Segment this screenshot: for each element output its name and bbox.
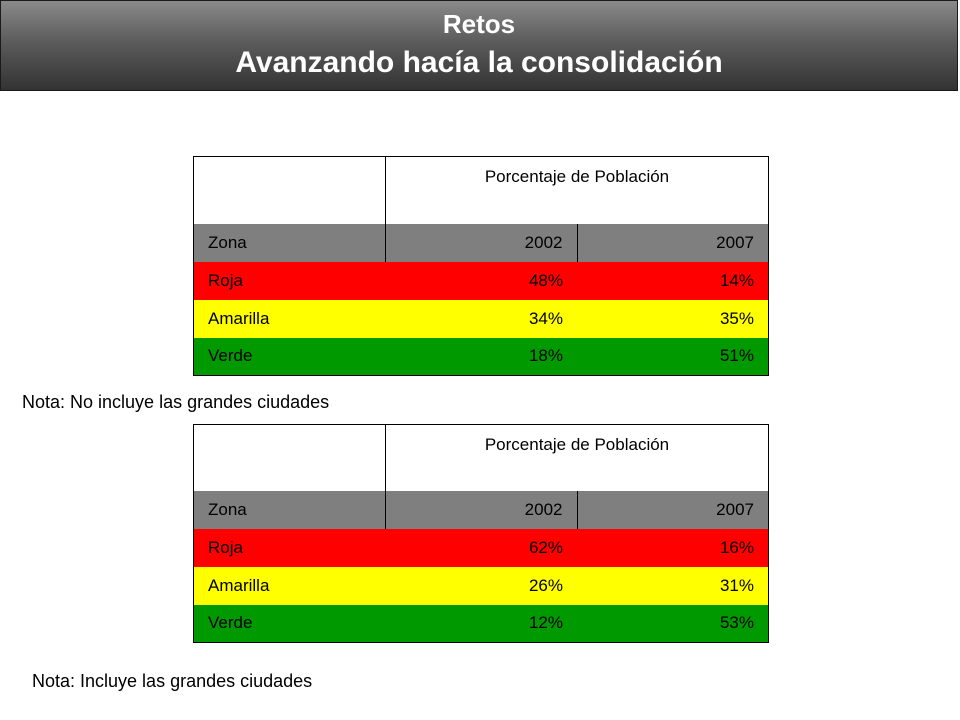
table-row-amarilla: Amarilla 34% 35% <box>193 299 769 338</box>
value-2007-cell: 53% <box>577 604 769 643</box>
population-table-including-cities: Porcentaje de Población Zona 2002 2007 R… <box>193 424 769 643</box>
value-2002-cell: 26% <box>385 566 577 605</box>
table-group-header-row: Porcentaje de Población <box>193 424 769 491</box>
table-row-roja: Roja 48% 14% <box>193 261 769 300</box>
table-row-amarilla: Amarilla 26% 31% <box>193 566 769 605</box>
zona-cell: Verde <box>193 604 386 643</box>
column-header-zona: Zona <box>193 490 386 529</box>
value-2007-cell: 31% <box>577 566 769 605</box>
zona-cell: Roja <box>193 261 386 300</box>
column-header-2002: 2002 <box>385 490 578 529</box>
value-2007-cell: 16% <box>577 528 769 567</box>
value-2002-cell: 34% <box>385 299 577 338</box>
population-table-excluding-cities: Porcentaje de Población Zona 2002 2007 R… <box>193 156 769 376</box>
column-header-2007: 2007 <box>577 490 769 529</box>
page-subtitle: Avanzando hacía la consolidación <box>235 46 723 79</box>
zona-cell: Amarilla <box>193 566 386 605</box>
table-row-roja: Roja 62% 16% <box>193 528 769 567</box>
page-title: Retos <box>442 9 516 39</box>
column-header-zona: Zona <box>193 223 386 262</box>
zona-cell: Verde <box>193 337 386 376</box>
value-2007-cell: 35% <box>577 299 769 338</box>
table-row-verde: Verde 18% 51% <box>193 337 769 376</box>
value-2007-cell: 51% <box>577 337 769 376</box>
table-row-verde: Verde 12% 53% <box>193 604 769 643</box>
value-2002-cell: 48% <box>385 261 577 300</box>
table-note-including-cities: Nota: Incluye las grandes ciudades <box>32 671 313 691</box>
table-group-header-row: Porcentaje de Población <box>193 156 769 224</box>
table-corner-cell <box>193 156 386 224</box>
column-header-2007: 2007 <box>577 223 769 262</box>
value-2002-cell: 62% <box>385 528 577 567</box>
table-note-excluding-cities: Nota: No incluye las grandes ciudades <box>22 392 330 412</box>
value-2007-cell: 14% <box>577 261 769 300</box>
value-2002-cell: 12% <box>385 604 577 643</box>
column-header-2002: 2002 <box>385 223 578 262</box>
table-header-row: Zona 2002 2007 <box>193 223 769 262</box>
column-group-label: Porcentaje de Población <box>385 156 769 224</box>
table-corner-cell <box>193 424 386 491</box>
title-bar: Retos Avanzando hacía la consolidación <box>0 0 958 91</box>
zona-cell: Roja <box>193 528 386 567</box>
column-group-label: Porcentaje de Población <box>385 424 769 491</box>
table-header-row: Zona 2002 2007 <box>193 490 769 529</box>
zona-cell: Amarilla <box>193 299 386 338</box>
value-2002-cell: 18% <box>385 337 577 376</box>
